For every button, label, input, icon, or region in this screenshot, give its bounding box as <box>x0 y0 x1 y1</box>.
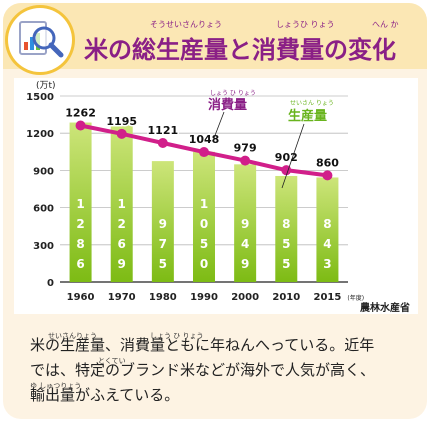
production-series-label: 生産量 <box>288 108 327 124</box>
production-value-digit: 0 <box>200 217 208 231</box>
title-ruby-shouhi: しょうひ りょう <box>276 20 335 29</box>
consumption-point <box>322 170 333 181</box>
description-text: せいさんりょう しょう ひ りょう 米の生産量、消費量ともに年ねんへっている。近… <box>30 332 414 408</box>
y-tick-label: 900 <box>33 166 54 177</box>
y-tick-label: 1500 <box>26 92 54 103</box>
production-value-digit: 3 <box>323 257 331 271</box>
y-tick-label: 600 <box>33 204 54 215</box>
consumption-leader <box>213 111 225 139</box>
production-value-digit: 4 <box>241 237 249 251</box>
source-label: 農林水産省 <box>360 301 410 314</box>
production-bar <box>234 164 257 282</box>
production-bar <box>275 175 298 282</box>
production-bar <box>151 161 174 282</box>
x-tick-label: 2015 <box>314 292 342 303</box>
production-value-digit: 4 <box>323 237 331 251</box>
y-tick-label: 1200 <box>26 129 54 140</box>
desc-ruby-tokutei: とくてい <box>98 357 126 365</box>
x-tick-label: 1960 <box>67 292 95 303</box>
production-value-digit: 6 <box>76 257 84 271</box>
production-bar <box>193 151 215 282</box>
desc-ruby-seisan: せいさんりょう <box>48 332 97 340</box>
header-band <box>3 3 427 69</box>
desc-ruby-shouhi: しょう ひ りょう <box>150 332 204 340</box>
desc-ruby-yushutsu: ゆ しゅつりょう <box>30 382 82 390</box>
consumption-point <box>75 120 86 131</box>
production-value-digit: 8 <box>282 217 290 231</box>
production-value-digit: 9 <box>159 217 167 231</box>
production-value-digit: 8 <box>76 237 84 251</box>
desc-line-3: 輸出量がふえている。 <box>30 386 180 404</box>
production-value-digit: 2 <box>76 217 84 231</box>
consumption-value-label: 860 <box>316 156 339 169</box>
chart-area: (万t) 0 300 600 900 1200 1500 1 2 8 6 1960 1 2 6 9 1970 9 7… <box>14 78 418 314</box>
production-value-digit: 9 <box>241 217 249 231</box>
title-ruby-henka: へん か <box>372 20 399 29</box>
production-bar <box>69 122 92 282</box>
production-value-digit: 1 <box>76 197 84 211</box>
y-axis-label: (万t) <box>36 81 56 91</box>
production-value-digit: 5 <box>159 257 167 271</box>
production-value-digit: 2 <box>118 217 126 231</box>
production-value-digit: 9 <box>241 257 249 271</box>
production-bar <box>316 177 339 282</box>
consumption-value-label: 1048 <box>189 133 220 146</box>
consumption-series-label: 消費量 <box>208 97 247 113</box>
production-value-digit: 8 <box>323 217 331 231</box>
desc-line-1: 米の生産量、消費量ともに年ねんへっている。近年 <box>30 336 375 354</box>
production-value-digit: 1 <box>118 197 126 211</box>
consumption-point <box>116 128 127 139</box>
production-leader <box>281 123 305 189</box>
consumption-value-label: 1121 <box>148 124 179 137</box>
production-value-digit: 5 <box>200 237 208 251</box>
production-value-digit: 6 <box>118 237 126 251</box>
production-value-digit: 0 <box>200 257 208 271</box>
consumption-value-label: 902 <box>275 151 298 164</box>
consumption-point <box>199 147 209 158</box>
consumption-value-label: 1195 <box>106 115 137 128</box>
title-ruby-sousei: そうせいさんりょう <box>150 20 222 29</box>
production-value-digit: 9 <box>118 257 126 271</box>
x-tick-label: 2010 <box>272 292 300 303</box>
x-tick-label: 1980 <box>149 292 177 303</box>
production-value-digit: 7 <box>159 237 167 251</box>
y-tick-label: 300 <box>33 241 54 252</box>
desc-line-2: では、特定のブランド米などが海外で人気が高く、 <box>30 361 376 379</box>
x-axis-unit: (年度) <box>347 294 364 302</box>
production-value-digit: 5 <box>282 257 290 271</box>
rice-chart: (万t)030060090012001500128619601269197097… <box>26 81 410 314</box>
consumption-value-label: 979 <box>234 142 257 155</box>
magnifier-chart-icon <box>8 8 72 72</box>
production-bar <box>110 124 133 282</box>
production-value-digit: 1 <box>200 197 208 211</box>
consumption-ruby: しょう ひ りょう <box>210 90 256 97</box>
consumption-point <box>281 165 292 176</box>
x-tick-label: 1970 <box>108 292 136 303</box>
consumption-point <box>240 155 251 166</box>
x-tick-label: 1990 <box>190 292 218 303</box>
consumption-point <box>157 137 168 148</box>
production-value-digit: 5 <box>282 237 290 251</box>
x-tick-label: 2000 <box>231 292 259 303</box>
consumption-value-label: 1262 <box>65 107 96 120</box>
page-title: 米の総生産量と消費量の変化 <box>84 36 396 64</box>
production-ruby: せいさん りょう <box>290 100 334 107</box>
y-tick-label: 0 <box>47 278 54 289</box>
